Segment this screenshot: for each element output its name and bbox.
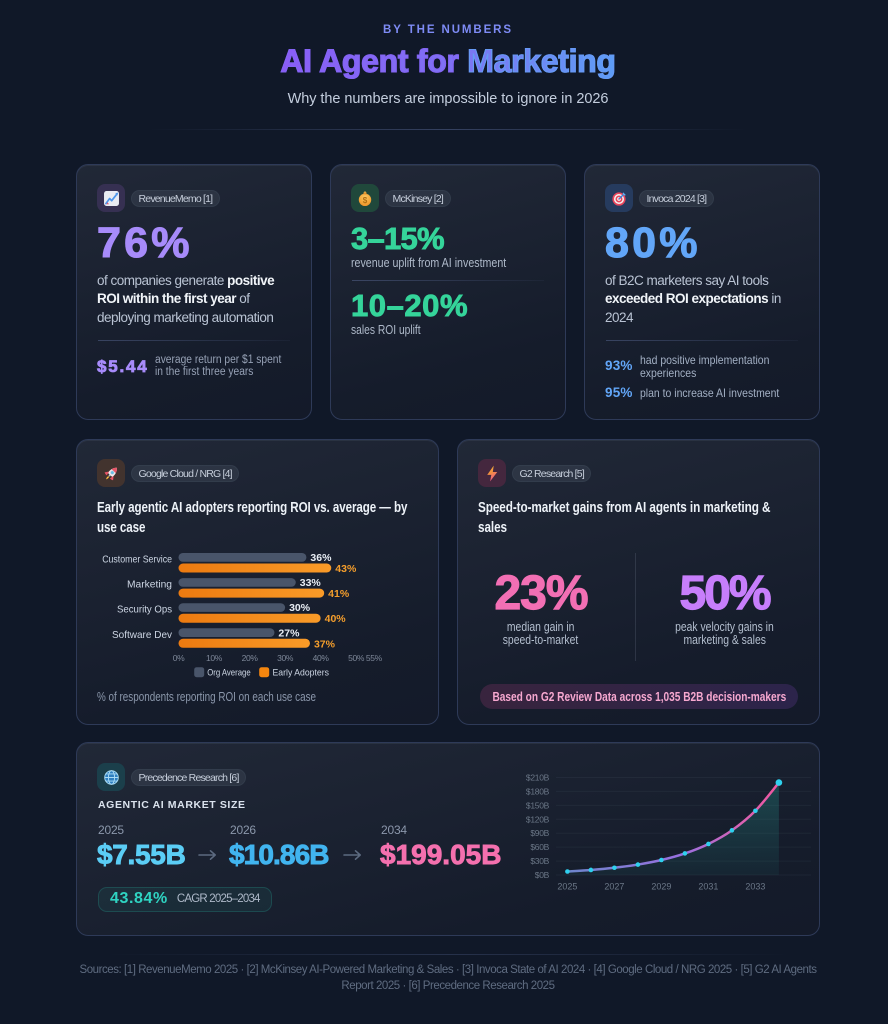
svg-text:0%: 0% bbox=[173, 653, 185, 663]
svg-text:Early Adopters: Early Adopters bbox=[273, 668, 330, 679]
svg-text:50%: 50% bbox=[348, 653, 365, 663]
svg-text:$210B: $210B bbox=[526, 773, 550, 783]
svg-text:55%: 55% bbox=[366, 653, 383, 663]
svg-text:2027: 2027 bbox=[604, 882, 624, 892]
svg-text:$90B: $90B bbox=[530, 828, 549, 838]
svg-text:2033: 2033 bbox=[745, 882, 765, 892]
svg-text:$180B: $180B bbox=[526, 786, 550, 796]
svg-text:20%: 20% bbox=[242, 653, 259, 663]
svg-text:2029: 2029 bbox=[651, 882, 671, 892]
svg-text:27%: 27% bbox=[278, 627, 300, 639]
svg-text:30%: 30% bbox=[289, 602, 311, 614]
svg-text:36%: 36% bbox=[310, 552, 332, 564]
svg-text:30%: 30% bbox=[277, 653, 294, 663]
svg-text:2025: 2025 bbox=[557, 882, 577, 892]
svg-text:Security Ops: Security Ops bbox=[117, 604, 172, 616]
svg-text:Customer Service: Customer Service bbox=[102, 554, 172, 566]
svg-text:Software Dev: Software Dev bbox=[112, 629, 173, 641]
svg-text:41%: 41% bbox=[328, 588, 350, 600]
svg-text:$30B: $30B bbox=[530, 856, 549, 866]
svg-text:10%: 10% bbox=[206, 653, 223, 663]
svg-text:2031: 2031 bbox=[698, 882, 718, 892]
svg-text:40%: 40% bbox=[313, 653, 330, 663]
svg-text:43%: 43% bbox=[335, 563, 357, 575]
svg-text:40%: 40% bbox=[325, 613, 347, 625]
svg-text:37%: 37% bbox=[314, 638, 336, 650]
svg-text:$0B: $0B bbox=[535, 870, 550, 880]
svg-text:$: $ bbox=[363, 196, 368, 205]
svg-text:$150B: $150B bbox=[526, 800, 550, 810]
svg-text:Org Average: Org Average bbox=[207, 668, 251, 679]
svg-text:Marketing: Marketing bbox=[127, 579, 172, 591]
svg-text:33%: 33% bbox=[300, 577, 322, 589]
svg-text:$120B: $120B bbox=[526, 814, 550, 824]
svg-text:$60B: $60B bbox=[530, 842, 549, 852]
